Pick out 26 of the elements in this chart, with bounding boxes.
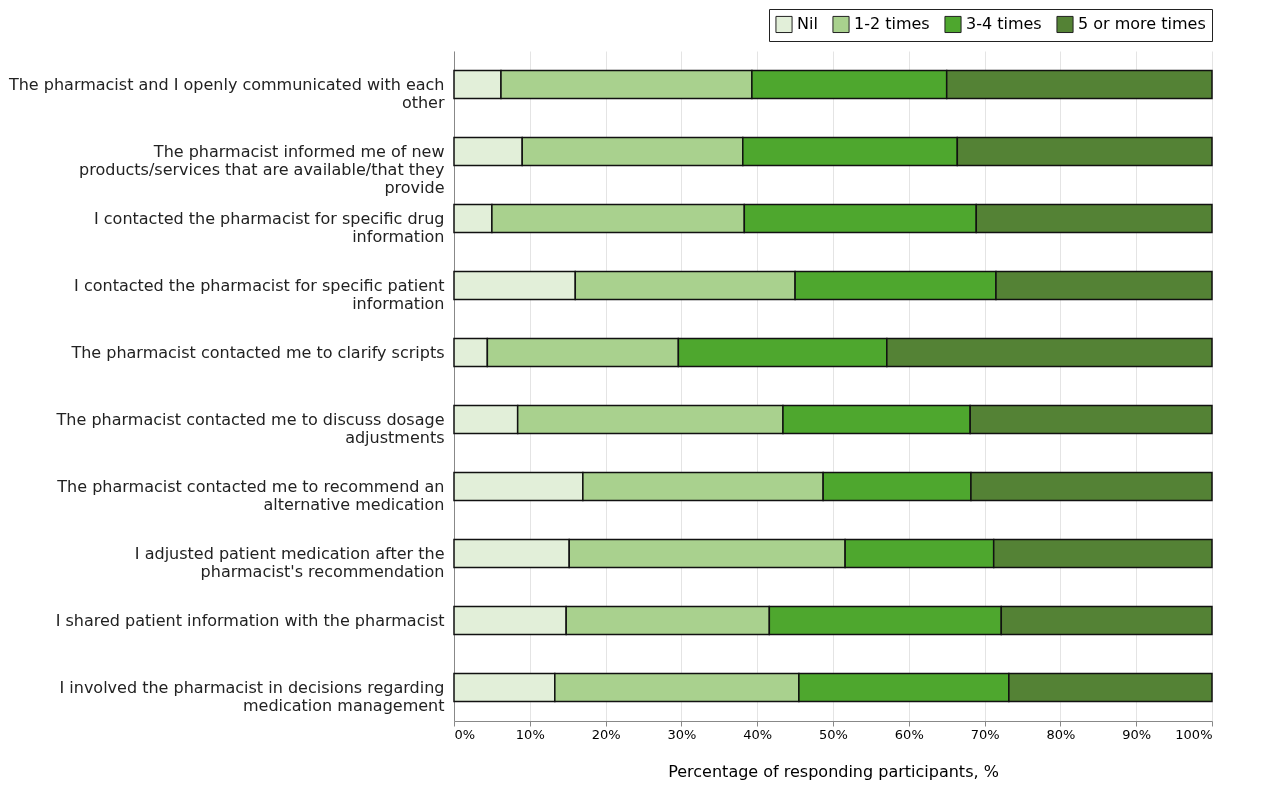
- y-tick-label: The pharmacist contacted me to clarify scripts: [70, 342, 445, 362]
- y-tick-label: I shared patient information with the pharmacist: [55, 610, 445, 630]
- y-tick-label: I adjusted patient medication after the pharmacist's recommendation: [134, 543, 445, 581]
- x-tick-label: 10%: [515, 726, 545, 742]
- x-tick-label: 50%: [819, 726, 848, 742]
- y-tick-label: The pharmacist contacted me to discuss dosage adjustments: [55, 409, 445, 447]
- y-tick-label: I contacted the pharmacist for specific drug information: [94, 208, 445, 246]
- x-tick-label: 90%: [1122, 726, 1152, 742]
- y-tick-label: The pharmacist informed me of new products/services that are available/that they provide: [79, 141, 445, 197]
- x-tick-label: 100%: [1175, 726, 1213, 742]
- legend-label: 3-4 times: [966, 14, 1042, 34]
- y-tick-label: I contacted the pharmacist for specific patient information: [74, 275, 445, 313]
- x-tick-label: 70%: [970, 726, 1000, 742]
- legend-label: 1-2 times: [854, 14, 930, 34]
- x-axis-title: Percentage of responding participants, %: [668, 761, 999, 781]
- x-tick-label: 0%: [454, 726, 476, 742]
- x-tick-label: 80%: [1046, 726, 1076, 742]
- y-tick-label: The pharmacist contacted me to recommend an alternative medication: [56, 476, 445, 514]
- y-tick-label: The pharmacist and I openly communicated with each other: [7, 74, 445, 112]
- x-tick-label: 20%: [591, 726, 621, 742]
- y-tick-label: I involved the pharmacist in decisions regarding medication management: [59, 677, 445, 715]
- x-tick-label: 60%: [894, 726, 924, 742]
- x-tick-label: 30%: [667, 726, 697, 742]
- legend-label: 5 or more times: [1078, 14, 1206, 34]
- x-tick-label: 40%: [743, 726, 773, 742]
- legend-label: Nil: [797, 14, 818, 34]
